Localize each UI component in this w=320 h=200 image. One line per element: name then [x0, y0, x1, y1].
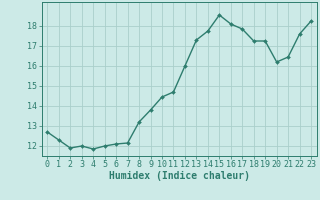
X-axis label: Humidex (Indice chaleur): Humidex (Indice chaleur) [109, 171, 250, 181]
